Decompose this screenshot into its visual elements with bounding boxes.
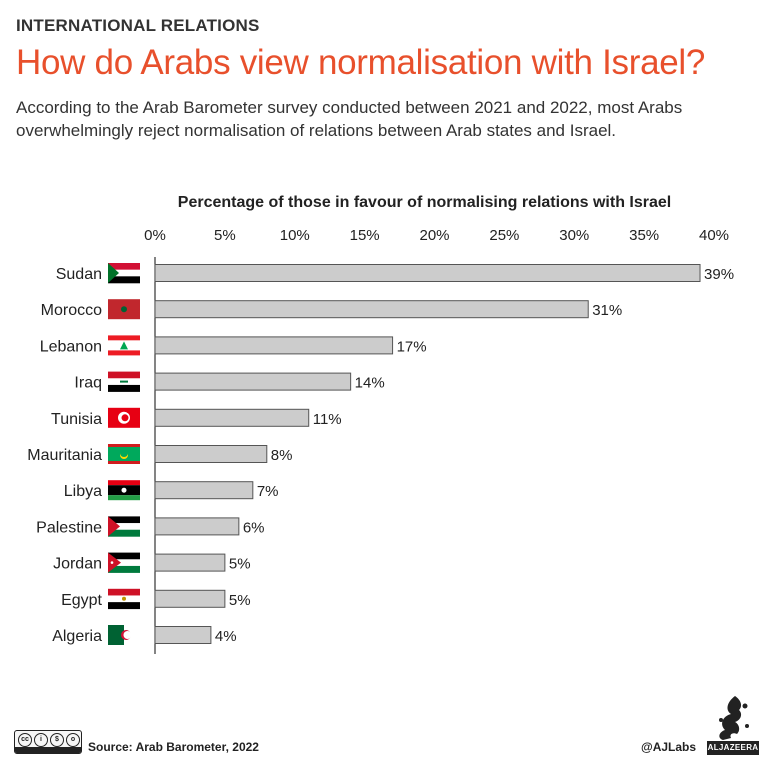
ajlabs-handle: @AJLabs — [641, 740, 697, 754]
x-tick-label: 10% — [280, 227, 310, 244]
value-label: 39% — [704, 266, 734, 283]
bar — [154, 517, 240, 536]
category-label: Palestine — [36, 519, 102, 536]
x-tick-label: 30% — [559, 227, 589, 244]
bar — [154, 372, 352, 391]
bar — [154, 626, 212, 644]
category-label: Jordan — [53, 556, 102, 573]
palestine-flag-icon — [108, 516, 140, 537]
libya-flag-icon — [108, 480, 140, 501]
lebanon-flag-icon — [108, 335, 140, 356]
value-label: 4% — [215, 628, 237, 645]
bar — [154, 589, 226, 608]
value-label: 8% — [271, 447, 293, 464]
x-tick-label: 20% — [419, 227, 449, 244]
algeria-flag-icon — [108, 625, 140, 645]
x-tick-label: 35% — [629, 227, 659, 244]
value-label: 17% — [397, 338, 427, 355]
category-label: Morocco — [41, 302, 102, 319]
value-label: 6% — [243, 519, 265, 536]
x-tick-label: 0% — [144, 227, 166, 244]
bar — [154, 481, 254, 500]
category-label: Iraq — [74, 375, 102, 392]
category-label: Mauritania — [27, 447, 102, 464]
al-jazeera-calligraphy-icon — [719, 696, 749, 740]
value-label: 5% — [229, 592, 251, 609]
category-label: Lebanon — [40, 338, 102, 355]
x-tick-label: 40% — [699, 227, 729, 244]
x-tick-label: 25% — [489, 227, 519, 244]
value-label: 31% — [592, 302, 622, 319]
kicker: INTERNATIONAL RELATIONS — [16, 16, 260, 35]
bar — [154, 264, 701, 282]
category-label: Tunisia — [51, 411, 102, 428]
tunisia-flag-icon — [108, 407, 140, 428]
morocco-flag-icon — [108, 299, 140, 320]
x-tick-label: 5% — [214, 227, 236, 244]
category-label: Algeria — [52, 628, 102, 645]
bar — [154, 445, 268, 463]
jordan-flag-icon — [108, 552, 140, 573]
value-label: 7% — [257, 483, 279, 500]
al-jazeera-brand: ALJAZEERA — [707, 741, 759, 755]
category-label: Sudan — [56, 266, 102, 283]
egypt-flag-icon — [108, 588, 140, 610]
value-label: 5% — [229, 556, 251, 573]
value-label: 14% — [355, 375, 385, 392]
iraq-flag-icon — [108, 371, 140, 392]
bar — [154, 553, 226, 572]
value-label: 11% — [313, 411, 342, 428]
source-note: Source: Arab Barometer, 2022 — [88, 740, 259, 754]
subtitle: According to the Arab Barometer survey c… — [16, 98, 683, 140]
bar — [154, 300, 589, 319]
page-title: How do Arabs view normalisation with Isr… — [16, 43, 706, 82]
category-label: Libya — [64, 483, 102, 500]
creative-commons-by-nc-sa-icon: cc i $ o — [14, 730, 82, 754]
category-label: Egypt — [61, 592, 102, 609]
x-tick-label: 15% — [350, 227, 380, 244]
bar — [154, 336, 394, 355]
mauritania-flag-icon — [108, 444, 140, 464]
bar — [154, 408, 310, 427]
chart-title: Percentage of those in favour of normali… — [178, 194, 671, 211]
sudan-flag-icon — [108, 263, 140, 284]
